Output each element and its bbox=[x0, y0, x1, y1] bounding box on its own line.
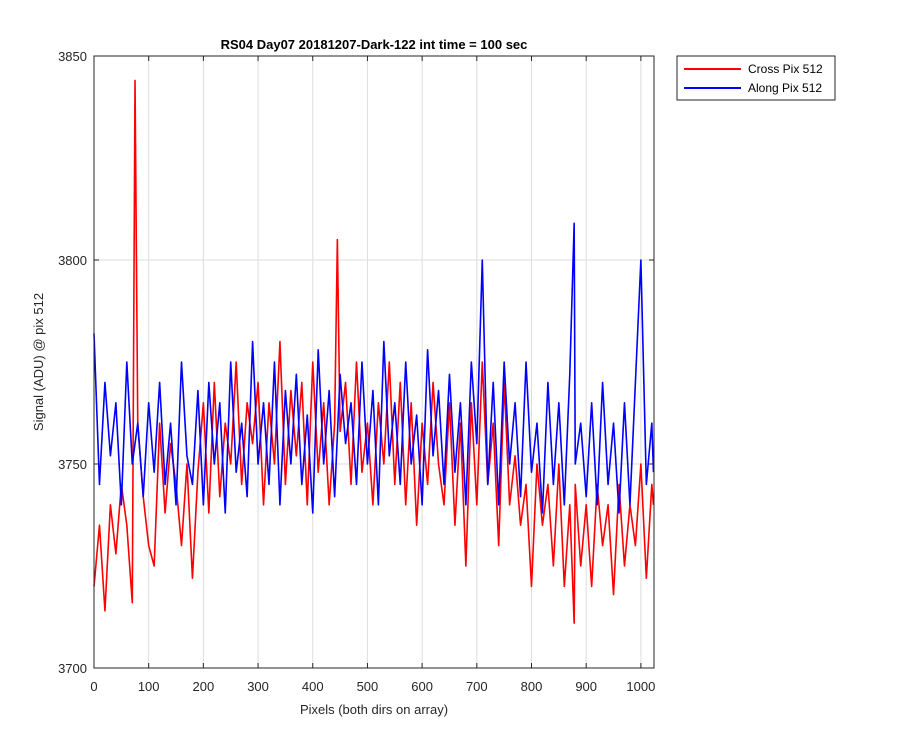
plot-frame bbox=[93, 55, 655, 669]
y-tick-label: 3800 bbox=[58, 253, 87, 268]
x-tick-label: 700 bbox=[466, 679, 488, 694]
axis-ticks: 0 100 200 300 400 500 600 700 800 900 1000 3700 3750… bbox=[58, 49, 655, 694]
x-tick-label: 100 bbox=[138, 679, 160, 694]
x-tick-label: 300 bbox=[247, 679, 269, 694]
legend-label-along: Along Pix 512 bbox=[748, 81, 822, 95]
chart-title: RS04 Day07 20181207-Dark-122 int time = … bbox=[221, 37, 528, 52]
legend: Cross Pix 512 Along Pix 512 bbox=[676, 55, 836, 101]
legend-box bbox=[676, 55, 836, 101]
x-tick-label: 500 bbox=[357, 679, 379, 694]
y-axis-label: Signal (ADU) @ pix 512 bbox=[31, 293, 46, 431]
x-axis-label: Pixels (both dirs on array) bbox=[300, 702, 448, 717]
x-tick-label: 200 bbox=[193, 679, 215, 694]
series-line-cross-pix-512 bbox=[93, 79, 655, 624]
x-tick-label: 900 bbox=[575, 679, 597, 694]
y-tick-label: 3850 bbox=[58, 49, 87, 64]
series-layer bbox=[93, 79, 655, 624]
y-tick-label: 3700 bbox=[58, 661, 87, 676]
plot-area bbox=[94, 56, 654, 668]
grid-lines bbox=[94, 56, 654, 668]
x-tick-label: 1000 bbox=[626, 679, 655, 694]
series-line-along-pix-512 bbox=[93, 222, 655, 514]
legend-label-cross: Cross Pix 512 bbox=[748, 62, 823, 76]
x-tick-label: 800 bbox=[521, 679, 543, 694]
y-tick-label: 3750 bbox=[58, 457, 87, 472]
x-tick-label: 400 bbox=[302, 679, 324, 694]
x-tick-label: 0 bbox=[90, 679, 97, 694]
x-tick-label: 600 bbox=[411, 679, 433, 694]
